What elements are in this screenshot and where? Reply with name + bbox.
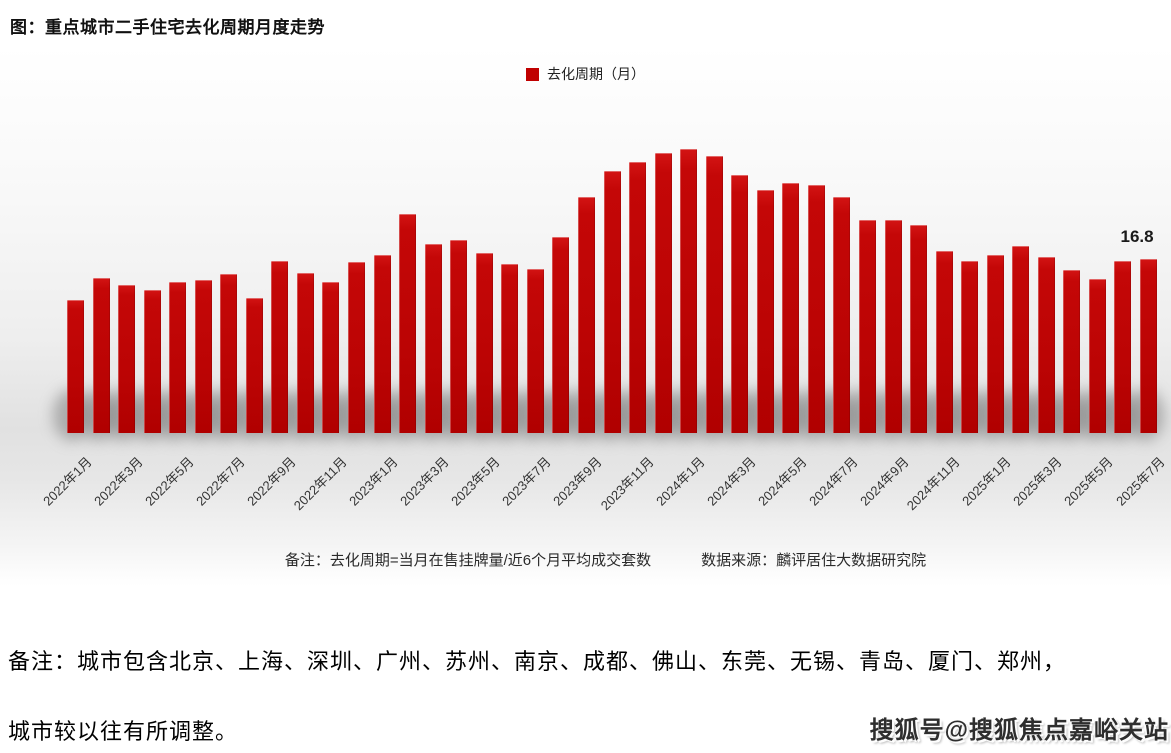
bar xyxy=(220,274,238,433)
bar xyxy=(858,220,876,433)
bar xyxy=(501,264,519,433)
bar xyxy=(1037,257,1055,433)
bar xyxy=(935,251,953,433)
bar xyxy=(782,183,800,433)
x-tick-label: 2024年7月 xyxy=(806,454,861,509)
bar xyxy=(986,255,1004,433)
bar xyxy=(526,269,544,433)
bar xyxy=(67,300,84,433)
x-tick-label: 2024年3月 xyxy=(703,454,759,509)
x-tick-label: 2024年1月 xyxy=(652,454,708,509)
bar xyxy=(833,197,851,433)
last-value-label: 16.8 xyxy=(1120,227,1154,246)
x-axis-ticks: 2022年1月 2022年3月 2022年5月 2022年7月 2022年9月 2022年… xyxy=(0,452,1171,542)
bar xyxy=(143,290,161,433)
bar xyxy=(424,244,442,433)
x-tick-label: 2024年11月 xyxy=(903,454,963,514)
bar xyxy=(603,171,621,433)
x-tick-label: 2022年7月 xyxy=(192,454,248,509)
remark-line2: 城市较以往有所调整。 xyxy=(8,719,239,744)
remark-line1: 备注：城市包含北京、上海、深圳、广州、苏州、南京、成都、佛山、东莞、无锡、青岛、… xyxy=(8,649,1067,674)
bar xyxy=(629,162,647,433)
chart-title: 图：重点城市二手住宅去化周期月度走势 xyxy=(10,18,325,37)
bar xyxy=(194,280,212,433)
bar xyxy=(1140,259,1157,433)
x-tick-label: 2022年9月 xyxy=(244,454,299,509)
bar xyxy=(654,153,672,433)
bar xyxy=(296,273,314,433)
bar xyxy=(322,282,340,433)
footnote-note: 备注：去化周期=当月在售挂牌量/近6个月平均成交套数 xyxy=(284,552,652,569)
bar xyxy=(884,220,902,433)
x-tick-label: 2022年11月 xyxy=(290,454,350,514)
x-tick-label: 2022年5月 xyxy=(141,454,197,509)
bar xyxy=(680,149,698,433)
bar xyxy=(399,214,417,433)
bar xyxy=(756,190,774,433)
bar xyxy=(961,261,979,433)
legend-label: 去化周期（月） xyxy=(547,66,645,82)
x-tick-label: 2023年5月 xyxy=(448,454,503,509)
x-tick-label: 2022年1月 xyxy=(39,454,95,509)
bar xyxy=(245,298,263,433)
legend: 去化周期（月） xyxy=(0,64,1171,84)
bar xyxy=(169,282,187,433)
bar xyxy=(1088,279,1106,433)
x-tick-label: 2024年9月 xyxy=(857,454,912,509)
x-tick-label: 2025年3月 xyxy=(1010,454,1066,509)
watermark: 搜狐号@搜狐焦点嘉峪关站 xyxy=(869,717,1169,744)
footnote-source: 数据来源：麟评居住大数据研究院 xyxy=(701,552,927,569)
bar xyxy=(1114,261,1132,433)
x-tick-label: 2023年3月 xyxy=(397,454,452,509)
x-tick-label: 2023年11月 xyxy=(597,454,657,514)
bar xyxy=(92,278,110,433)
x-tick-label: 2024年5月 xyxy=(754,454,810,509)
bar xyxy=(118,285,136,433)
bar xyxy=(807,185,825,433)
x-tick-label: 2023年1月 xyxy=(346,454,401,509)
bar xyxy=(1063,270,1081,433)
bar xyxy=(705,156,723,433)
bar xyxy=(910,225,928,433)
remark-paragraph: 备注：城市包含北京、上海、深圳、广州、苏州、南京、成都、佛山、东莞、无锡、青岛、… xyxy=(8,644,1066,746)
x-tick-label: 2025年5月 xyxy=(1061,454,1117,509)
x-tick-label: 2023年9月 xyxy=(550,454,606,509)
bar xyxy=(271,261,289,433)
x-tick-label: 2022年3月 xyxy=(90,454,146,509)
x-tick-label: 2023年7月 xyxy=(499,454,555,509)
chart-footnote: 备注：去化周期=当月在售挂牌量/近6个月平均成交套数 数据来源：麟评居住大数据研… xyxy=(20,549,1171,570)
bar xyxy=(373,255,391,433)
bar xyxy=(348,262,366,433)
bar xyxy=(1012,246,1030,433)
bar xyxy=(475,253,493,433)
legend-marker-icon xyxy=(526,67,539,81)
x-tick-label: 2025年7月 xyxy=(1112,454,1168,509)
bars xyxy=(67,149,1157,433)
bar xyxy=(450,240,468,433)
bar xyxy=(731,175,749,433)
x-tick-label: 2025年1月 xyxy=(959,454,1014,509)
bar xyxy=(577,197,595,433)
bar xyxy=(552,237,570,433)
